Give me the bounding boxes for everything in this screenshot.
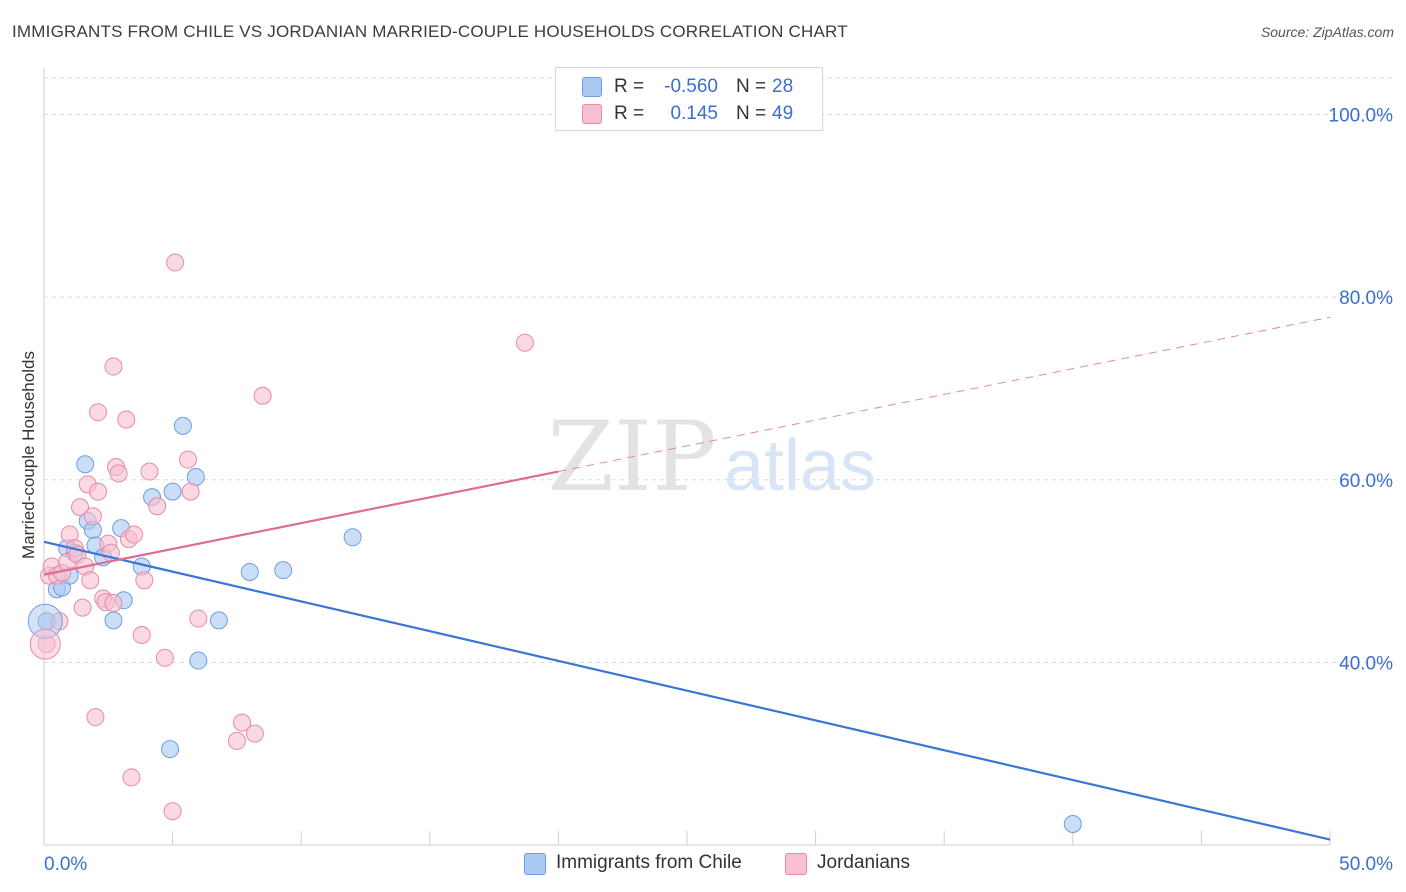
chile-point (274, 561, 293, 580)
jordan-point (86, 708, 105, 727)
jordan-point (122, 768, 141, 787)
jordan-trend-line (43, 470, 559, 576)
legend-swatch-chile (582, 77, 602, 97)
chile-point (104, 611, 123, 630)
jordan-point (155, 648, 174, 667)
jordan-point (253, 386, 272, 405)
y-axis-title: Married-couple Households (19, 351, 38, 559)
x-tick-label: 0.0% (44, 854, 87, 875)
jordan-trend-extension (558, 316, 1331, 473)
chart-title: IMMIGRANTS FROM CHILE VS JORDANIAN MARRI… (12, 22, 848, 41)
source-credit: Source: ZipAtlas.com (1260, 24, 1394, 40)
chile-point (240, 562, 259, 581)
correlation-legend: R = -0.560 N = 28 R = 0.145 N = 49 (555, 67, 823, 131)
jordan-point (104, 357, 123, 376)
y-tick-label: 60.0% (1339, 471, 1393, 492)
chile-trend-line (43, 540, 1331, 841)
jordan-point (163, 802, 182, 821)
jordan-point (245, 724, 264, 743)
chile-point (161, 740, 180, 759)
y-tick-label: 40.0% (1339, 653, 1393, 674)
legend-r-value: 0.145 (670, 103, 718, 124)
jordan-point (179, 450, 198, 469)
legend-n-value: 49 (772, 103, 794, 124)
y-tick-label: 100.0% (1329, 106, 1394, 127)
jordan-point (71, 498, 90, 517)
legend-row-jordan: R = 0.145 N = 49 (556, 101, 822, 127)
jordan-point (81, 571, 100, 590)
jordan-point (166, 253, 185, 272)
x-tick-label: 50.0% (1339, 854, 1393, 875)
legend-r-label: R = (614, 76, 645, 97)
legend-n-label: N = (736, 103, 767, 124)
jordan-point (89, 403, 108, 422)
chile-point (189, 651, 208, 670)
jordan-point (233, 713, 252, 732)
jordan-point (227, 731, 246, 750)
jordan-point (83, 507, 102, 526)
jordan-point (104, 594, 123, 613)
chile-point (76, 455, 95, 474)
legend-swatch-jordan (582, 104, 602, 124)
jordan-point (148, 497, 167, 516)
jordan-point (73, 598, 92, 617)
jordan-point (117, 410, 136, 429)
series-swatch-jordan (785, 853, 807, 875)
legend-row-chile: R = -0.560 N = 28 (556, 74, 822, 100)
series-label-chile: Immigrants from Chile (556, 852, 742, 873)
jordan-point (89, 482, 108, 501)
legend-n-value: 28 (772, 76, 794, 97)
chile-point (1063, 814, 1082, 833)
chile-point (163, 482, 182, 501)
jordan-point (189, 609, 208, 628)
jordan-point (181, 482, 200, 501)
watermark-atlas: atlas (724, 426, 876, 506)
chile-point (343, 528, 362, 547)
legend-n-label: N = (736, 76, 767, 97)
jordan-point (132, 625, 151, 644)
chile-point (173, 416, 192, 435)
jordan-point (125, 525, 144, 544)
jordan-point (515, 333, 534, 352)
series-label-jordan: Jordanians (817, 852, 910, 873)
chile-point (209, 611, 228, 630)
jordan-point (140, 462, 159, 481)
jordan-point (29, 628, 61, 660)
jordan-point (109, 464, 128, 483)
y-tick-label: 80.0% (1339, 288, 1393, 309)
jordan-point (135, 571, 154, 590)
series-swatch-chile (524, 853, 546, 875)
legend-r-value: -0.560 (664, 76, 718, 97)
legend-r-label: R = (614, 103, 645, 124)
